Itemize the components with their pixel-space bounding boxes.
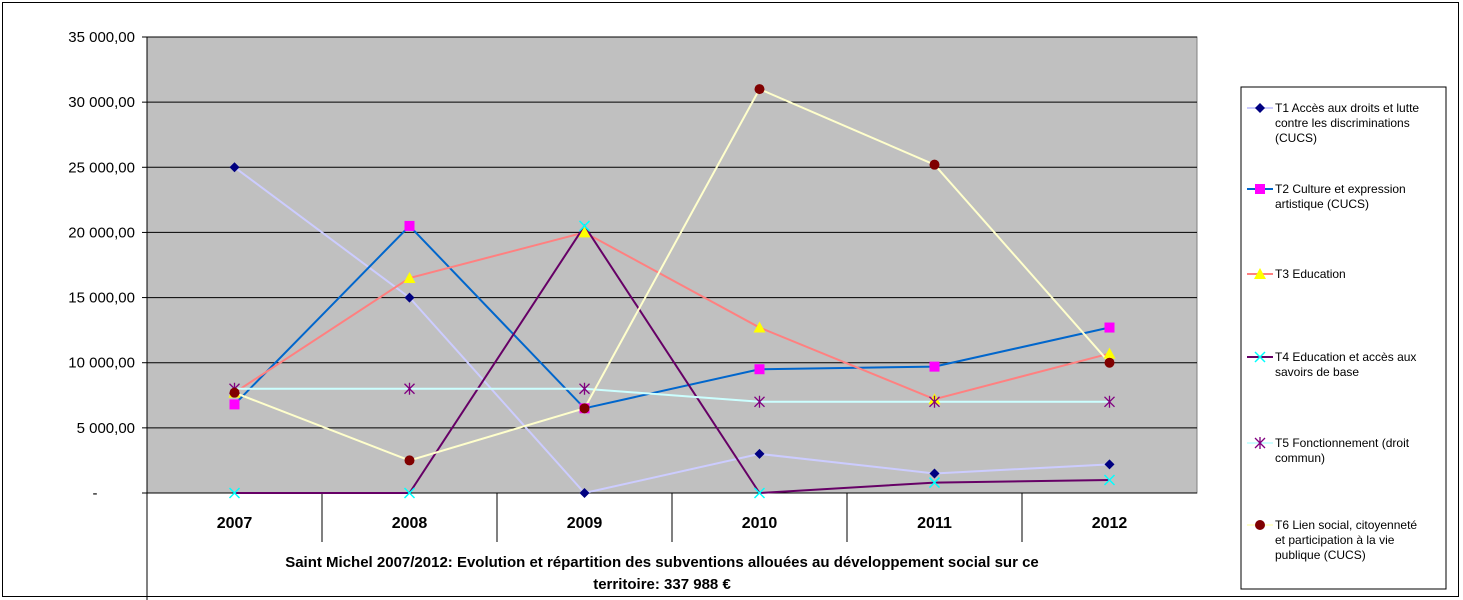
legend-label-t6: et participation à la vie [1275, 533, 1395, 547]
data-point-t5 [754, 395, 765, 408]
legend-label-t1: (CUCS) [1275, 131, 1317, 145]
x-tick-label: 2011 [917, 515, 952, 532]
data-point-t4 [228, 487, 241, 499]
data-point-t5 [1104, 395, 1115, 408]
y-tick-label: 15 000,00 [68, 290, 135, 307]
legend-marker-t2 [1255, 184, 1265, 194]
data-point-t6 [579, 403, 590, 414]
series-line-t6 [234, 87, 1111, 462]
data-point-t6 [404, 455, 415, 466]
legend-label-t1: T1 Accès aux droits et lutte [1275, 101, 1419, 115]
data-point-t5 [579, 382, 590, 395]
y-tick-label: 30 000,00 [68, 94, 135, 111]
legend-label-t1: contre les discriminations [1275, 116, 1410, 130]
x-tick-label: 2007 [217, 515, 253, 532]
legend-label-t4: savoirs de base [1275, 365, 1359, 379]
y-tick-label: - [93, 485, 98, 502]
y-tick-label: 20 000,00 [68, 224, 135, 241]
data-point-t4 [753, 487, 766, 499]
data-point-t2 [929, 361, 940, 372]
series-line-t5 [234, 387, 1110, 403]
series-line-t3 [233, 231, 1110, 401]
data-point-t1 [1104, 459, 1115, 470]
data-point-t1 [229, 162, 240, 173]
y-tick-label: 5 000,00 [77, 420, 135, 437]
data-point-t4 [403, 487, 416, 499]
series-line-t2 [233, 224, 1110, 410]
data-point-t4 [578, 220, 591, 232]
chart-title-line: territoire: 337 988 € [593, 576, 731, 593]
legend-marker-t6 [1255, 520, 1265, 530]
legend-marker-t3 [1254, 268, 1266, 279]
data-point-t5 [929, 395, 940, 408]
legend-label-t2: artistique (CUCS) [1275, 197, 1369, 211]
legend-label-t4: T4 Education et accès aux [1275, 350, 1416, 364]
chart-title-line: Saint Michel 2007/2012: Evolution et rép… [285, 554, 1039, 571]
data-point-t2 [229, 399, 240, 410]
data-point-t3 [403, 272, 416, 284]
y-tick-label: 10 000,00 [68, 355, 135, 372]
legend-marker-t4 [1254, 351, 1266, 363]
data-point-t1 [404, 292, 415, 303]
data-point-t4 [1103, 474, 1116, 486]
legend-label-t6: publique (CUCS) [1275, 548, 1366, 562]
x-tick-label: 2008 [392, 515, 428, 532]
data-point-t1 [754, 448, 765, 459]
legend-marker-t5 [1254, 437, 1266, 449]
data-point-t5 [404, 382, 415, 395]
x-tick-label: 2009 [567, 515, 603, 532]
data-point-t3 [578, 226, 591, 238]
y-tick-label: 35 000,00 [68, 29, 135, 46]
x-tick-label: 2010 [742, 515, 778, 532]
x-tick-label: 2012 [1092, 515, 1128, 532]
legend-label-t2: T2 Culture et expression [1275, 182, 1406, 196]
data-point-t4 [928, 477, 941, 489]
plot-area [146, 36, 1198, 494]
y-tick-label: 25 000,00 [68, 159, 135, 176]
legend-label-t5: T5 Fonctionnement (droit [1275, 436, 1410, 450]
series-line-t1 [233, 166, 1110, 495]
data-point-t1 [579, 488, 590, 498]
legend-label-t6: T6 Lien social, citoyenneté [1275, 518, 1417, 532]
data-point-t2 [754, 364, 765, 375]
data-point-t2 [404, 220, 415, 231]
data-point-t6 [929, 159, 940, 170]
series-line-t4 [234, 224, 1110, 495]
data-point-t6 [229, 387, 240, 398]
data-point-t2 [1104, 322, 1115, 333]
legend-label-t5: commun) [1275, 451, 1325, 465]
legend-marker-t1 [1255, 103, 1265, 113]
legend-box [1240, 86, 1447, 590]
data-point-t3 [753, 321, 766, 333]
data-point-t6 [1104, 357, 1115, 368]
data-point-t1 [929, 468, 940, 479]
data-point-t3 [1103, 347, 1116, 359]
legend-label-t3: T3 Education [1275, 267, 1346, 281]
data-point-t6 [754, 84, 765, 95]
